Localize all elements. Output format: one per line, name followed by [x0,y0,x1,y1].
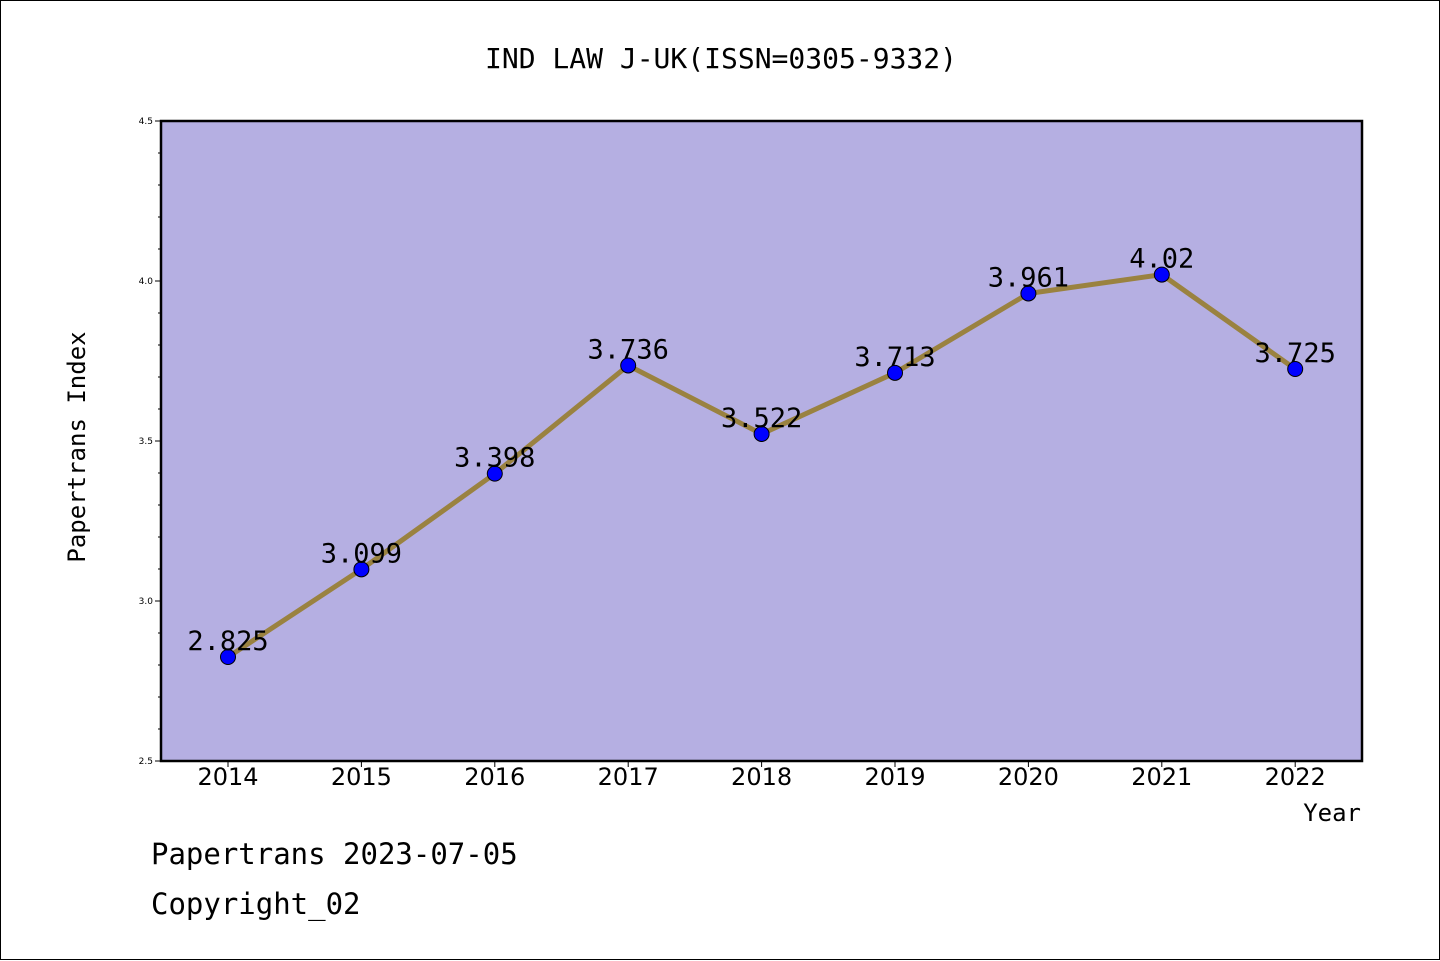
x-tick-label: 2017 [598,763,659,791]
data-label-group: 2.825 3.099 3.398 3.736 3.522 3.713 3.961 4.02 3… [187,244,1335,657]
data-point [753,425,770,442]
data-label: 3.961 [988,262,1069,293]
chart-title: IND LAW J-UK(ISSN=0305-9332) [485,42,957,75]
data-label: 3.522 [721,403,802,434]
x-axis-label: Year [1303,799,1361,827]
footer-copyright: Copyright_02 [151,887,361,922]
x-tick-label: 2014 [197,763,258,791]
data-point [220,649,236,665]
data-label: 3.099 [321,538,402,569]
y-tick-label: 3.0 [139,597,154,607]
data-label: 2.825 [187,626,268,657]
x-tick-label: 2015 [331,763,392,791]
x-tick-label: 2016 [464,763,525,791]
x-tick-label: 2020 [998,763,1059,791]
y-tick-label: 4.0 [139,277,154,287]
data-point [486,465,503,482]
data-point [1287,361,1304,377]
data-label: 3.725 [1255,338,1336,369]
x-axis: 2014 2015 2016 2017 2018 2019 2020 2021 2022 [197,761,1326,791]
data-label: 3.713 [854,342,935,373]
data-point [1020,285,1037,302]
x-tick-label: 2021 [1131,763,1192,791]
data-point [620,357,637,374]
y-axis-label: Papertrans Index [63,331,91,562]
y-axis: 2.5 3.0 3.5 4.0 4.5 [139,117,161,767]
data-label: 4.02 [1129,244,1194,275]
x-tick-label: 2022 [1265,763,1326,791]
data-label: 3.736 [588,334,669,365]
data-point [1153,266,1170,283]
y-tick-label: 4.5 [139,117,153,127]
series-line-group [220,266,1304,665]
footer-date: Papertrans 2023-07-05 [151,837,518,871]
data-label: 3.398 [454,443,535,474]
y-tick-label: 3.5 [139,437,153,447]
x-tick-label: 2019 [864,763,925,791]
data-point [353,561,370,578]
x-tick-label: 2018 [731,763,792,791]
y-tick-label: 2.5 [139,757,153,767]
data-point [887,364,903,381]
